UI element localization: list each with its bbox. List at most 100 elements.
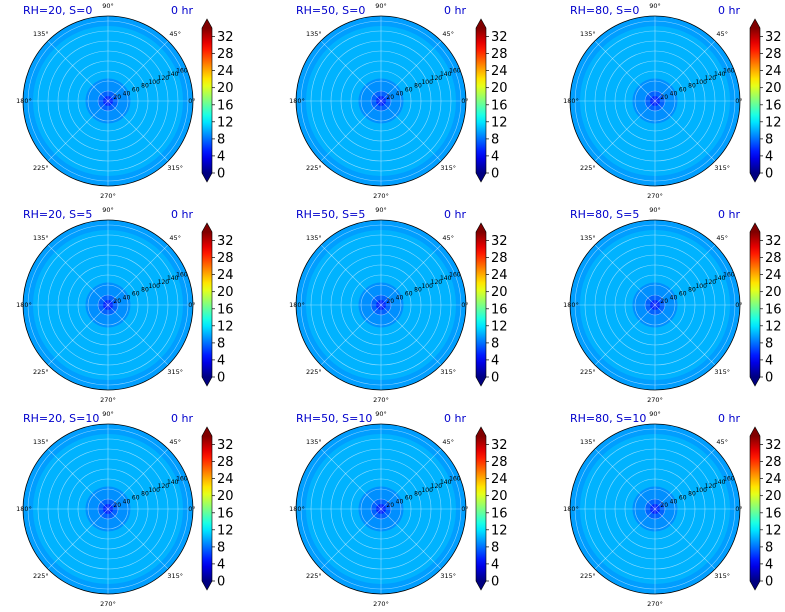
- angle-tick-label: 180°: [563, 97, 579, 105]
- radial-tick-label: 160: [449, 67, 461, 74]
- radial-tick-label: 160: [723, 67, 735, 74]
- colorbar-tick-label: 20: [217, 81, 234, 96]
- angle-tick-label: 45°: [716, 438, 728, 446]
- grid-spoke: [654, 244, 716, 306]
- radial-tick-label: 100: [695, 487, 707, 494]
- angle-tick-label: 0°: [461, 505, 468, 513]
- grid-spoke: [107, 100, 169, 162]
- angle-tick-label: 270°: [373, 192, 389, 200]
- panel-time-label: 0 hr: [171, 208, 193, 221]
- radial-tick-label: 100: [148, 283, 160, 290]
- panel-time-label: 0 hr: [444, 4, 466, 17]
- colorbar-tick-label: 4: [217, 557, 225, 572]
- angle-tick-label: 180°: [16, 97, 32, 105]
- angle-tick-label: 225°: [306, 164, 322, 172]
- colorbar-extend-min: [750, 173, 760, 182]
- angle-tick-label: 225°: [33, 164, 49, 172]
- colorbar-tick-label: 28: [491, 251, 508, 266]
- colorbar-tick-label: 0: [491, 371, 499, 386]
- colorbar-extend-min: [202, 377, 212, 386]
- radial-tick-label: 100: [148, 487, 160, 494]
- angle-tick-label: 225°: [33, 572, 49, 580]
- grid-spoke: [47, 40, 109, 102]
- colorbar-extend-min: [202, 173, 212, 182]
- grid-spoke: [320, 304, 382, 366]
- radial-tick-label: 120: [158, 279, 170, 286]
- colorbar-tick-label: 0: [217, 167, 225, 182]
- colorbar-gradient: [202, 232, 212, 377]
- angle-tick-label: 45°: [442, 30, 454, 38]
- radial-tick-label: 20: [660, 94, 668, 101]
- grid-spoke: [320, 40, 382, 102]
- colorbar-tick-label: 12: [491, 115, 508, 130]
- grid-spoke: [594, 304, 656, 366]
- radial-tick-label: 160: [723, 271, 735, 278]
- colorbar-tick-label: 0: [765, 167, 773, 182]
- angle-tick-label: 180°: [289, 97, 305, 105]
- colorbar-tick-label: 24: [217, 64, 234, 79]
- radial-tick-label: 80: [414, 83, 422, 90]
- radial-tick-label: 140: [167, 479, 179, 486]
- angle-tick-label: 45°: [442, 438, 454, 446]
- polar-frame: [295, 15, 467, 187]
- panel-time-label: 0 hr: [718, 412, 740, 425]
- colorbar-extend-max: [476, 19, 486, 28]
- angle-tick-label: 90°: [102, 2, 114, 10]
- colorbar-tick-label: 28: [765, 47, 782, 62]
- radial-tick-label: 80: [688, 287, 696, 294]
- colorbar-extend-max: [476, 223, 486, 232]
- radial-tick-label: 60: [132, 495, 140, 502]
- angle-tick-label: 180°: [289, 505, 305, 513]
- colorbar-tick-label: 16: [217, 506, 234, 521]
- angle-tick-label: 180°: [563, 301, 579, 309]
- colorbar-extend-min: [750, 377, 760, 386]
- colorbar-tick-label: 28: [491, 47, 508, 62]
- radial-tick-label: 120: [158, 75, 170, 82]
- radial-tick-label: 20: [113, 502, 121, 509]
- radial-tick-label: 40: [123, 90, 131, 97]
- angle-tick-label: 45°: [442, 234, 454, 242]
- angle-tick-label: 315°: [167, 164, 183, 172]
- colorbar-tick-label: 32: [491, 30, 508, 45]
- radial-tick-label: 80: [414, 287, 422, 294]
- angle-tick-label: 45°: [169, 30, 181, 38]
- radial-tick-label: 80: [688, 491, 696, 498]
- colorbar-tick-label: 12: [217, 523, 234, 538]
- colorbar-tick-label: 28: [217, 251, 234, 266]
- colorbar-tick-label: 4: [217, 353, 225, 368]
- panel-time-label: 0 hr: [171, 4, 193, 17]
- colorbar-tick-label: 12: [491, 319, 508, 334]
- angle-tick-label: 225°: [306, 572, 322, 580]
- colorbar-tick-label: 16: [491, 98, 508, 113]
- colorbar: 0 4 8 12 16 20 24 28 32: [475, 426, 508, 591]
- colorbar-tick-label: 16: [491, 506, 508, 521]
- colorbar-tick-label: 28: [491, 455, 508, 470]
- colorbar-extend-max: [202, 427, 212, 436]
- colorbar-tick-label: 16: [217, 98, 234, 113]
- angle-tick-label: 270°: [100, 600, 116, 608]
- colorbar: 0 4 8 12 16 20 24 28 32: [475, 222, 508, 387]
- colorbar-tick-label: 12: [491, 523, 508, 538]
- colorbar-tick-label: 8: [765, 132, 773, 147]
- grid-spoke: [320, 508, 382, 570]
- grid-spoke: [594, 508, 656, 570]
- radial-tick-label: 60: [405, 495, 413, 502]
- radial-tick-label: 100: [695, 283, 707, 290]
- colorbar-tick-label: 4: [765, 149, 773, 164]
- grid-spoke: [654, 100, 716, 162]
- colorbar-extend-max: [750, 427, 760, 436]
- radial-tick-label: 100: [148, 79, 160, 86]
- radial-tick-label: 40: [670, 498, 678, 505]
- panel-time-label: 0 hr: [718, 4, 740, 17]
- grid-spoke: [654, 448, 716, 510]
- colorbar-tick-label: 24: [765, 64, 782, 79]
- grid-spoke: [320, 100, 382, 162]
- colorbar-tick-label: 8: [217, 336, 225, 351]
- colorbar-tick-label: 20: [217, 489, 234, 504]
- radial-tick-label: 60: [405, 87, 413, 94]
- angle-tick-label: 225°: [33, 368, 49, 376]
- radial-tick-label: 80: [414, 491, 422, 498]
